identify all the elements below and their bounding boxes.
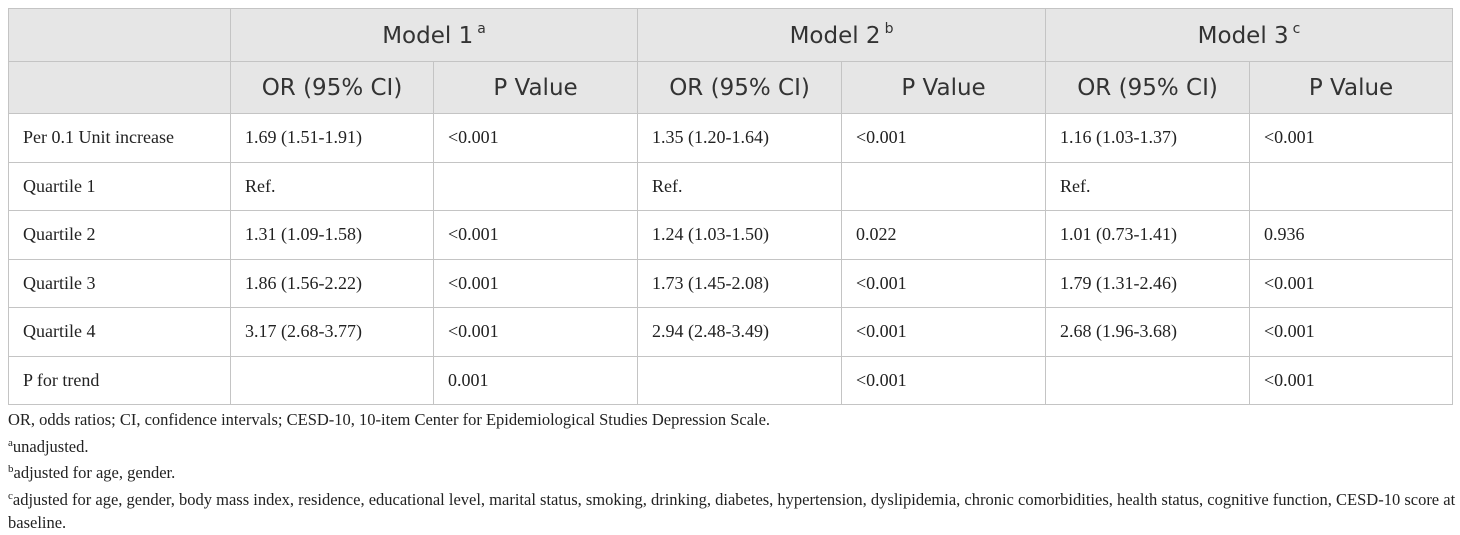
cell: 2.68 (1.96-3.68) [1045, 307, 1251, 357]
cell: <0.001 [432, 113, 639, 163]
cell: <0.001 [1249, 258, 1454, 308]
cell: 0.022 [841, 210, 1047, 260]
subheader: P Value [841, 61, 1047, 114]
model-note: c [1292, 21, 1301, 37]
cell: <0.001 [432, 307, 639, 357]
corner-cell [8, 61, 231, 114]
cell: 0.936 [1249, 210, 1454, 260]
row-label: Per 0.1 Unit increase [8, 113, 231, 163]
cell: 1.24 (1.03-1.50) [637, 210, 843, 260]
cell: <0.001 [841, 113, 1047, 163]
cell: 1.86 (1.56-2.22) [230, 258, 434, 308]
cell: 1.31 (1.09-1.58) [230, 210, 434, 260]
cell [1045, 355, 1251, 405]
cell: Ref. [637, 161, 843, 211]
table-row: Quartile 3 1.86 (1.56-2.22) <0.001 1.73 (1.… [8, 258, 1454, 308]
footnote: cadjusted for age, gender, body mass ind… [8, 485, 1456, 535]
footnote-text: adjusted for age, gender, body mass inde… [8, 489, 1456, 533]
cell [1249, 161, 1454, 211]
subheader: P Value [1249, 61, 1454, 114]
row-label: Quartile 2 [8, 210, 231, 260]
footnote-text: unadjusted. [12, 436, 89, 456]
subheader-row: OR (95% CI) P Value OR (95% CI) P Value OR (… [8, 61, 1454, 114]
footnote: aunadjusted. [8, 432, 1456, 459]
table-body: Per 0.1 Unit increase 1.69 (1.51-1.91) <0.… [8, 113, 1454, 405]
model-label: Model 2 [789, 23, 881, 49]
table-row: Quartile 4 3.17 (2.68-3.77) <0.001 2.94 (2.… [8, 307, 1454, 357]
cell: <0.001 [1249, 355, 1454, 405]
footnote-text: adjusted for age, gender. [13, 463, 176, 482]
cell [230, 355, 434, 405]
cell: 1.16 (1.03-1.37) [1045, 113, 1251, 163]
table-row: Per 0.1 Unit increase 1.69 (1.51-1.91) <0.… [8, 113, 1454, 163]
cell: Ref. [1045, 161, 1251, 211]
footnote-mark: c [8, 489, 13, 502]
cell: <0.001 [1249, 307, 1454, 357]
footnote-text: OR, odds ratios; CI, confidence interval… [8, 410, 771, 429]
cell: 1.01 (0.73-1.41) [1045, 210, 1251, 260]
cell: <0.001 [841, 258, 1047, 308]
model-label: Model 1 [382, 23, 474, 49]
corner-cell [8, 8, 231, 62]
subheader: OR (95% CI) [637, 61, 843, 114]
cell: Ref. [230, 161, 434, 211]
cell [841, 161, 1047, 211]
footnote-mark: a [8, 436, 13, 449]
footnote: OR, odds ratios; CI, confidence interval… [8, 408, 1456, 432]
subheader: P Value [432, 61, 639, 114]
cell: <0.001 [841, 355, 1047, 405]
cell [432, 161, 639, 211]
cell: <0.001 [432, 258, 639, 308]
table-header: Model 1 a Model 2 b Model 3 c OR (95% CI) P Val… [8, 8, 1454, 114]
cell: 1.73 (1.45-2.08) [637, 258, 843, 308]
cell: <0.001 [841, 307, 1047, 357]
cell: 1.35 (1.20-1.64) [637, 113, 843, 163]
cell: 1.79 (1.31-2.46) [1045, 258, 1251, 308]
cell: <0.001 [1249, 113, 1454, 163]
cell: 0.001 [432, 355, 639, 405]
cell: 2.94 (2.48-3.49) [637, 307, 843, 357]
row-label: Quartile 4 [8, 307, 231, 357]
table-row: Quartile 1 Ref. Ref. Ref. [8, 161, 1454, 211]
cell [637, 355, 843, 405]
row-label: P for trend [8, 355, 231, 405]
model-note: a [477, 21, 486, 37]
table-row: P for trend 0.001 <0.001 <0.001 [8, 355, 1454, 405]
subheader: OR (95% CI) [1045, 61, 1251, 114]
row-label: Quartile 3 [8, 258, 231, 308]
cell: 3.17 (2.68-3.77) [230, 307, 434, 357]
footnotes: OR, odds ratios; CI, confidence interval… [8, 408, 1456, 535]
cell: <0.001 [432, 210, 639, 260]
results-table: Model 1 a Model 2 b Model 3 c OR (95% CI) P Val… [8, 8, 1454, 405]
table-row: Quartile 2 1.31 (1.09-1.58) <0.001 1.24 (1.… [8, 210, 1454, 260]
row-label: Quartile 1 [8, 161, 231, 211]
footnote-mark: b [8, 463, 14, 475]
model-label: Model 3 [1197, 23, 1289, 49]
model-note: b [884, 21, 894, 37]
footnote: badjusted for age, gender. [8, 458, 1456, 485]
cell: 1.69 (1.51-1.91) [230, 113, 434, 163]
subheader: OR (95% CI) [230, 61, 434, 114]
